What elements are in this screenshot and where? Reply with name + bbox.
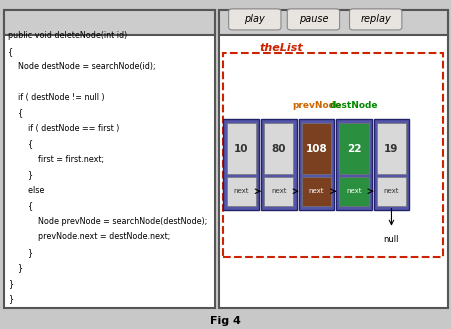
Text: }: } xyxy=(8,248,33,257)
FancyBboxPatch shape xyxy=(4,10,215,35)
Text: replay: replay xyxy=(360,14,391,24)
Text: next: next xyxy=(271,188,286,194)
Text: next: next xyxy=(309,188,324,194)
Text: null: null xyxy=(384,235,399,244)
FancyBboxPatch shape xyxy=(261,119,297,210)
Text: prevNode: prevNode xyxy=(292,101,341,110)
Text: {: { xyxy=(8,139,33,148)
Text: }: } xyxy=(8,294,13,303)
FancyBboxPatch shape xyxy=(336,119,372,210)
Text: next: next xyxy=(234,188,249,194)
Text: }: } xyxy=(8,170,33,179)
FancyBboxPatch shape xyxy=(302,123,331,174)
Text: 22: 22 xyxy=(347,144,361,154)
Text: prevNode.next = destNode.next;: prevNode.next = destNode.next; xyxy=(8,232,170,241)
FancyBboxPatch shape xyxy=(219,10,448,35)
Text: first = first.next;: first = first.next; xyxy=(8,155,104,164)
Text: 80: 80 xyxy=(272,144,286,154)
FancyBboxPatch shape xyxy=(377,177,406,206)
FancyBboxPatch shape xyxy=(350,9,402,30)
Text: {: { xyxy=(8,109,23,117)
FancyBboxPatch shape xyxy=(4,10,215,308)
Text: play: play xyxy=(244,14,265,24)
FancyBboxPatch shape xyxy=(377,123,406,174)
Text: if ( destNode != null ): if ( destNode != null ) xyxy=(8,93,105,102)
FancyBboxPatch shape xyxy=(287,9,340,30)
Text: Node destNode = searchNode(id);: Node destNode = searchNode(id); xyxy=(8,62,156,71)
FancyBboxPatch shape xyxy=(264,123,294,174)
Text: theList: theList xyxy=(260,43,304,53)
Text: 19: 19 xyxy=(384,144,399,154)
Text: pause: pause xyxy=(299,14,328,24)
Text: {: { xyxy=(8,201,33,210)
Text: Node prevNode = searchNode(destNode);: Node prevNode = searchNode(destNode); xyxy=(8,217,207,226)
Text: next: next xyxy=(384,188,399,194)
FancyBboxPatch shape xyxy=(299,119,334,210)
Text: Fig 4: Fig 4 xyxy=(210,316,241,326)
FancyBboxPatch shape xyxy=(219,10,448,308)
FancyBboxPatch shape xyxy=(227,123,256,174)
FancyBboxPatch shape xyxy=(227,177,256,206)
Text: 10: 10 xyxy=(234,144,249,154)
Text: next: next xyxy=(346,188,362,194)
Text: else: else xyxy=(8,186,45,195)
FancyBboxPatch shape xyxy=(302,177,331,206)
Text: 108: 108 xyxy=(306,144,327,154)
FancyBboxPatch shape xyxy=(373,119,410,210)
Text: destNode: destNode xyxy=(330,101,378,110)
Text: }: } xyxy=(8,263,23,272)
Text: if ( destNode == first ): if ( destNode == first ) xyxy=(8,124,120,133)
FancyBboxPatch shape xyxy=(229,9,281,30)
FancyBboxPatch shape xyxy=(339,177,369,206)
FancyBboxPatch shape xyxy=(339,123,369,174)
FancyBboxPatch shape xyxy=(264,177,294,206)
FancyBboxPatch shape xyxy=(224,119,259,210)
Text: {: { xyxy=(8,47,13,56)
Text: }: } xyxy=(8,279,13,288)
Text: public void deleteNode(int id): public void deleteNode(int id) xyxy=(8,31,127,40)
